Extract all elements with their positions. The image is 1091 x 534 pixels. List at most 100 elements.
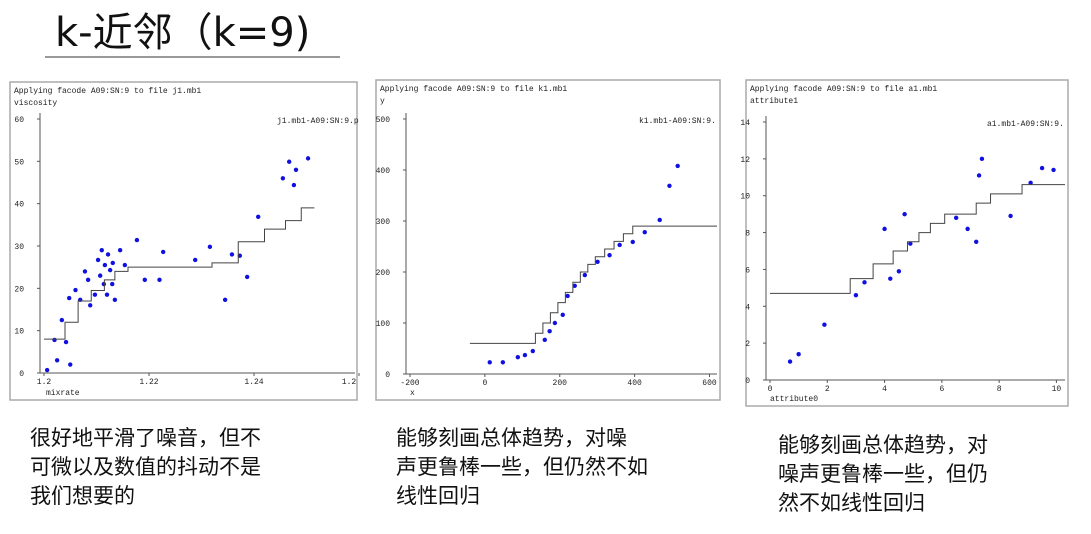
data-point — [657, 217, 662, 223]
data-point — [88, 303, 93, 308]
chart: Applying facode A09:SN:9 to file a1.mb1 a… — [740, 79, 1069, 515]
caption-line: 线性回归 — [396, 484, 480, 508]
data-point — [73, 287, 78, 293]
caption-line: 我们想要的 — [30, 484, 135, 508]
data-point — [667, 183, 672, 189]
data-point — [157, 277, 162, 283]
x-tick-label: 1.24 — [244, 378, 263, 387]
data-point — [572, 283, 577, 288]
chart: Applying facode A09:SN:9 to file j1.mb1 v… — [9, 81, 360, 508]
y-tick-label: 14 — [740, 119, 750, 128]
y-axis-label: viscosity — [14, 99, 57, 108]
data-point — [552, 320, 558, 326]
y-tick-label: 4 — [745, 303, 750, 312]
data-point — [979, 156, 985, 162]
data-point — [522, 352, 528, 358]
data-point — [888, 276, 893, 281]
data-point — [92, 292, 98, 297]
data-point — [1028, 180, 1033, 186]
caption-line: 能够刻画总体趋势，对噪 — [396, 426, 627, 450]
data-point — [565, 293, 570, 299]
y-axis-label: attribute1 — [750, 97, 798, 106]
data-point — [595, 259, 600, 264]
y-tick-label: 12 — [740, 156, 750, 165]
smoothed-line — [469, 225, 717, 344]
y-tick-label: 10 — [740, 193, 750, 202]
x-tick-label: 10 — [1052, 385, 1062, 394]
x-tick-label: 0 — [482, 379, 487, 388]
data-point — [44, 367, 50, 373]
data-point — [515, 354, 521, 360]
smoothed-line — [44, 207, 315, 340]
y-tick-label: 30 — [14, 243, 24, 252]
y-tick-label: 6 — [745, 266, 750, 275]
data-point — [822, 322, 827, 327]
data-point — [107, 267, 113, 273]
data-point — [82, 269, 88, 274]
x-axis-label: mixrate — [46, 389, 80, 398]
y-tick-label: 100 — [376, 320, 391, 329]
y-tick-label: 2 — [745, 340, 750, 349]
y-tick-label: 20 — [14, 285, 24, 294]
y-tick-label: 40 — [14, 201, 24, 210]
data-point — [965, 226, 970, 232]
y-tick-label: 50 — [14, 158, 24, 167]
data-point — [542, 337, 547, 343]
data-point — [1051, 167, 1056, 173]
data-point — [787, 359, 793, 364]
data-point — [896, 269, 902, 274]
data-point — [617, 242, 622, 248]
y-tick-label: 0 — [19, 370, 24, 379]
data-point — [122, 262, 128, 268]
x-tick-label: 8 — [997, 385, 1002, 394]
x-tick-label: 1.2 — [342, 378, 357, 387]
data-point — [99, 248, 104, 253]
caption-line: 然不如线性回归 — [778, 491, 925, 515]
data-point — [293, 167, 299, 172]
data-point — [134, 237, 140, 243]
data-point — [908, 241, 913, 246]
x-tick-label: 400 — [627, 379, 642, 388]
data-point — [142, 277, 147, 283]
x-tick-label: 4 — [882, 385, 887, 394]
x-tick-label: 2 — [825, 385, 830, 394]
legend-label: j1.mb1-A09:SN:9.p — [277, 117, 359, 126]
legend-label: a1.mb1-A09:SN:9. — [987, 120, 1064, 129]
data-point — [1008, 213, 1013, 219]
data-point — [97, 273, 103, 278]
chart-frame — [375, 79, 721, 401]
data-point — [101, 281, 107, 287]
chart: Applying facode A09:SN:9 to file k1.mb1 y… — [375, 79, 721, 508]
y-tick-label: 60 — [14, 116, 24, 125]
x-tick-label: 1.2 — [37, 378, 52, 387]
data-point — [560, 312, 565, 318]
data-point — [862, 280, 867, 285]
x-tick-label: 200 — [553, 379, 568, 388]
data-point — [68, 362, 73, 367]
caption-line: 噪声更鲁棒一些，但仍 — [778, 462, 988, 486]
data-point — [530, 348, 535, 354]
data-point — [256, 214, 261, 219]
data-point — [105, 252, 111, 257]
data-point — [229, 252, 235, 257]
data-point — [85, 277, 91, 283]
data-point — [117, 248, 123, 253]
y-tick-label: 0 — [745, 377, 750, 386]
data-point — [642, 230, 647, 235]
x-axis-label: attribute0 — [770, 395, 818, 404]
x-tick-label: -200 — [400, 379, 419, 388]
data-point — [63, 339, 69, 345]
data-point — [280, 176, 286, 181]
caption-line: 可微以及数值的抖动不是 — [30, 455, 261, 479]
data-point — [110, 260, 115, 266]
data-point — [160, 249, 166, 255]
data-point — [207, 244, 213, 250]
x-tick-label: 600 — [702, 379, 717, 388]
caption-line: 声更鲁棒一些，但仍然不如 — [396, 455, 648, 479]
data-point — [244, 274, 250, 280]
data-point — [286, 159, 292, 164]
data-point — [607, 252, 612, 258]
y-tick-label: 400 — [376, 167, 391, 176]
y-tick-label: 300 — [376, 218, 391, 227]
